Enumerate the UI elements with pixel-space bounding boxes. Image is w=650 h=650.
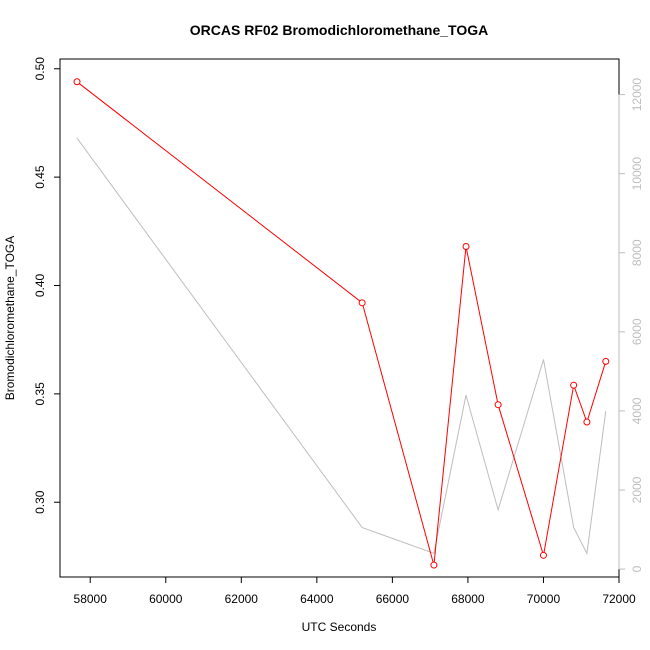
x-tick-label: 72000 [602,592,636,606]
data-point-marker [73,78,81,86]
y2-tick-label: 10000 [630,157,644,191]
data-point-marker [358,299,366,307]
y2-tick-label: 8000 [630,239,644,266]
series-layer [73,78,610,569]
data-point-marker [583,418,591,426]
y-axis-label: Bromodichloromethane_TOGA [3,236,17,401]
data-point-marker [430,561,438,569]
data-point-marker [602,357,610,365]
x-tick-label: 64000 [300,592,334,606]
data-point-marker [539,551,547,559]
plot-area-border [59,58,620,578]
x-tick-label: 70000 [527,592,561,606]
y2-tick-label: 2000 [630,476,644,503]
primary-series-line [76,81,607,566]
y2-tick-label: 4000 [630,397,644,424]
y2-tick-label: 12000 [630,78,644,112]
x-tick-label: 58000 [74,592,108,606]
x-tick-label: 60000 [149,592,183,606]
y-tick-label: 0.40 [33,273,47,297]
y-tick-label: 0.50 [33,57,47,81]
x-axis-label: UTC Seconds [302,620,377,634]
y2-tick-label: 0 [630,565,644,572]
x-tick-label: 68000 [451,592,485,606]
secondary-series-line [76,137,607,555]
x-axis: 58000 60000 62000 64000 66000 68000 70000 72000 [74,577,636,606]
y-axis-right: 0 2000 4000 6000 8000 10000 12000 [618,78,644,572]
x-tick-label: 66000 [376,592,410,606]
y2-tick-label: 6000 [630,318,644,345]
y-tick-label: 0.45 [33,165,47,189]
x-tick-label: 62000 [225,592,259,606]
data-point-marker [570,381,578,389]
y-tick-label: 0.30 [33,490,47,514]
chart-title: ORCAS RF02 Bromodichloromethane_TOGA [190,22,488,38]
y-tick-label: 0.35 [33,382,47,406]
y-axis-left: 0.30 0.35 0.40 0.45 0.50 [33,57,60,514]
data-point-marker [462,242,470,250]
data-point-marker [494,401,502,409]
